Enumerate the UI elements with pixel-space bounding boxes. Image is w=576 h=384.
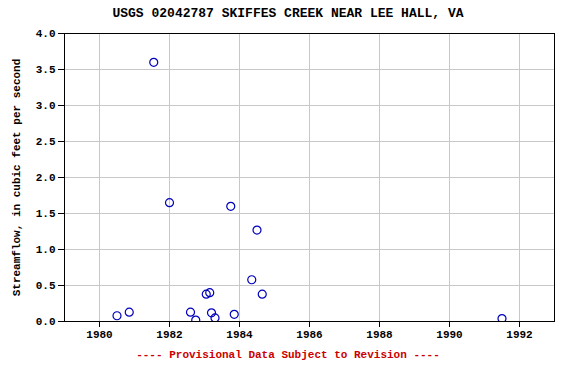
html-text:---- Provisional Data Subject: ---- Provisional Data Subject to Revisio… [136, 349, 440, 361]
svg-text:1982: 1982 [156, 329, 182, 341]
svg-text:1980: 1980 [86, 329, 112, 341]
svg-text:1986: 1986 [296, 329, 322, 341]
svg-text:0.5: 0.5 [36, 280, 56, 292]
svg-text:3.5: 3.5 [36, 64, 56, 76]
html-text:USGS 02042787 SKIFFES CREEK NE: USGS 02042787 SKIFFES CREEK NEAR LEE HAL… [112, 6, 464, 21]
svg-text:1984: 1984 [226, 329, 253, 341]
svg-text:2.5: 2.5 [36, 136, 56, 148]
svg-text:2.0: 2.0 [36, 172, 56, 184]
svg-text:1992: 1992 [506, 329, 532, 341]
svg-text:1.0: 1.0 [36, 244, 56, 256]
svg-text:1.5: 1.5 [36, 208, 56, 220]
svg-text:1990: 1990 [436, 329, 462, 341]
svg-text:1988: 1988 [366, 329, 393, 341]
svg-text:0.0: 0.0 [36, 316, 56, 328]
svg-text:3.0: 3.0 [36, 100, 56, 112]
svg-text:Streamflow, in cubic feet per: Streamflow, in cubic feet per second [11, 59, 23, 297]
svg-text:4.0: 4.0 [36, 28, 56, 40]
